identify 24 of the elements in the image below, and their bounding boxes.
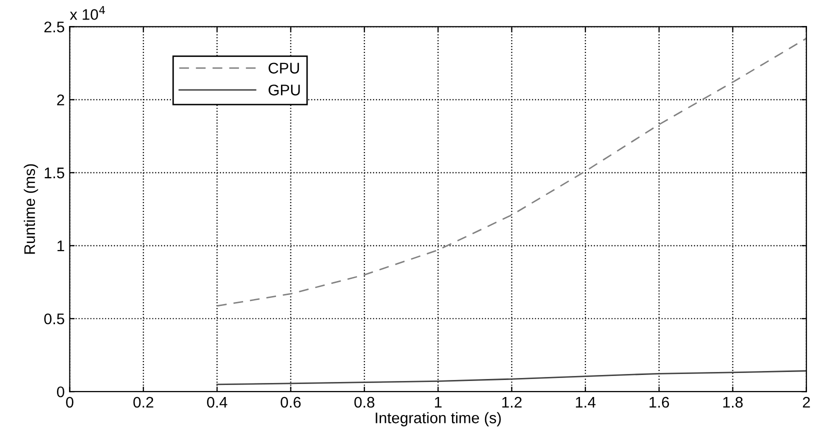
y-tick-label: 1 <box>58 240 64 252</box>
y-axis-title: Runtime (ms) <box>24 164 38 254</box>
x-tick-label: 1.4 <box>576 397 596 408</box>
line-series <box>216 370 806 386</box>
legend-label: GPU <box>268 84 300 96</box>
x-axis-title: Integration time (s) <box>376 412 501 426</box>
x-tick-label: 1 <box>434 397 442 408</box>
x-tick-label: 2 <box>802 396 810 408</box>
y-tick-label: 1.5 <box>44 168 64 178</box>
x-tick-label: 0.4 <box>207 396 228 408</box>
x-tick-label: 1.8 <box>723 396 743 408</box>
text: x 10$^{4}$ <box>70 6 105 20</box>
x-tick-label: 0.2 <box>133 396 154 408</box>
x-tick-label: 1.6 <box>650 396 670 408</box>
y-tick-label: 2.5 <box>44 22 64 32</box>
x-tick-label: 1.2 <box>502 396 522 408</box>
y-tick-label: 2 <box>57 94 64 106</box>
y-tick-label: 0.5 <box>44 313 64 324</box>
x-tick-label: 0 <box>66 396 74 408</box>
x-tick-label: 0.6 <box>280 396 301 408</box>
legend-label: CPU <box>268 62 299 74</box>
line-series <box>216 38 806 307</box>
x-tick-label: 0.8 <box>354 396 374 408</box>
y-tick-label: 0 <box>56 386 64 398</box>
